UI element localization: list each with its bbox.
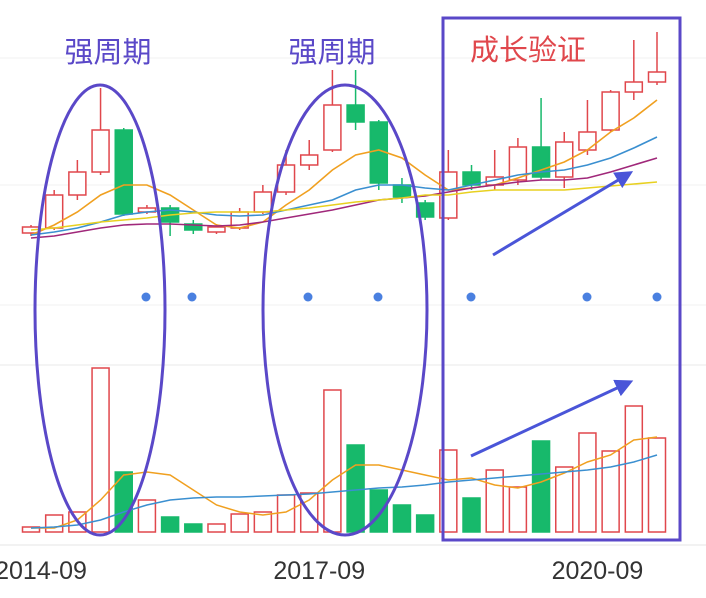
annotation-label: 成长验证 [470,33,586,67]
volume-bar [91,367,110,533]
volume-bar [21,526,41,533]
x-tick-label: 2017-09 [273,557,365,585]
annotation-label: 强周期 [288,35,375,69]
ma-line [30,136,658,236]
x-tick-label: 2020-09 [552,557,644,585]
candle-body [392,184,412,198]
candle-body [114,129,133,215]
candle-body [207,226,226,233]
volume-bar [323,389,342,533]
ma-line [30,181,658,231]
volume-bar [601,450,620,533]
volume-bar [624,405,644,533]
volume-bar [555,466,574,533]
volume-bar [578,432,597,533]
volume-bar [253,511,273,533]
candle-body [346,104,365,123]
annotation-label: 强周期 [64,35,151,69]
candle-body [578,131,597,151]
candle-body [91,129,110,173]
volume-bar [462,497,481,533]
annotation-shapes [33,16,682,542]
volume-bar [230,513,249,533]
candle-body [508,146,528,181]
volume-ma-line [31,436,658,529]
volume-bar [44,514,64,533]
volume-bar [160,516,180,533]
candle-body [44,194,64,229]
candle-body [555,141,574,178]
x-tick-label: 2014-09 [0,557,87,585]
volume-ma-line [30,454,658,529]
ma-line [30,99,658,236]
candle-body [68,171,87,196]
candle-body [624,81,644,93]
volume-bar [114,471,133,533]
candle-body [415,202,435,218]
volume-bar [184,523,203,533]
candle-body [531,146,551,178]
trend-arrows [470,171,634,458]
volume-bar [369,489,389,533]
volume-bar [485,469,504,533]
candle-body [323,104,342,151]
volume-bar [531,440,551,533]
candle-body [299,154,319,166]
volume-bar [508,486,528,533]
volume-bar [392,504,412,533]
volume-bar [647,437,667,533]
volume-bar [415,514,435,533]
volume-bar [207,523,226,533]
ma-line [30,157,658,239]
volume-bar [346,444,365,533]
candle-body [184,223,203,231]
candle-body [647,71,667,83]
candle-body [253,191,273,213]
candle-body [601,91,620,131]
event-dots [141,292,662,302]
volume-bar [137,499,157,533]
plot-area [21,32,667,533]
